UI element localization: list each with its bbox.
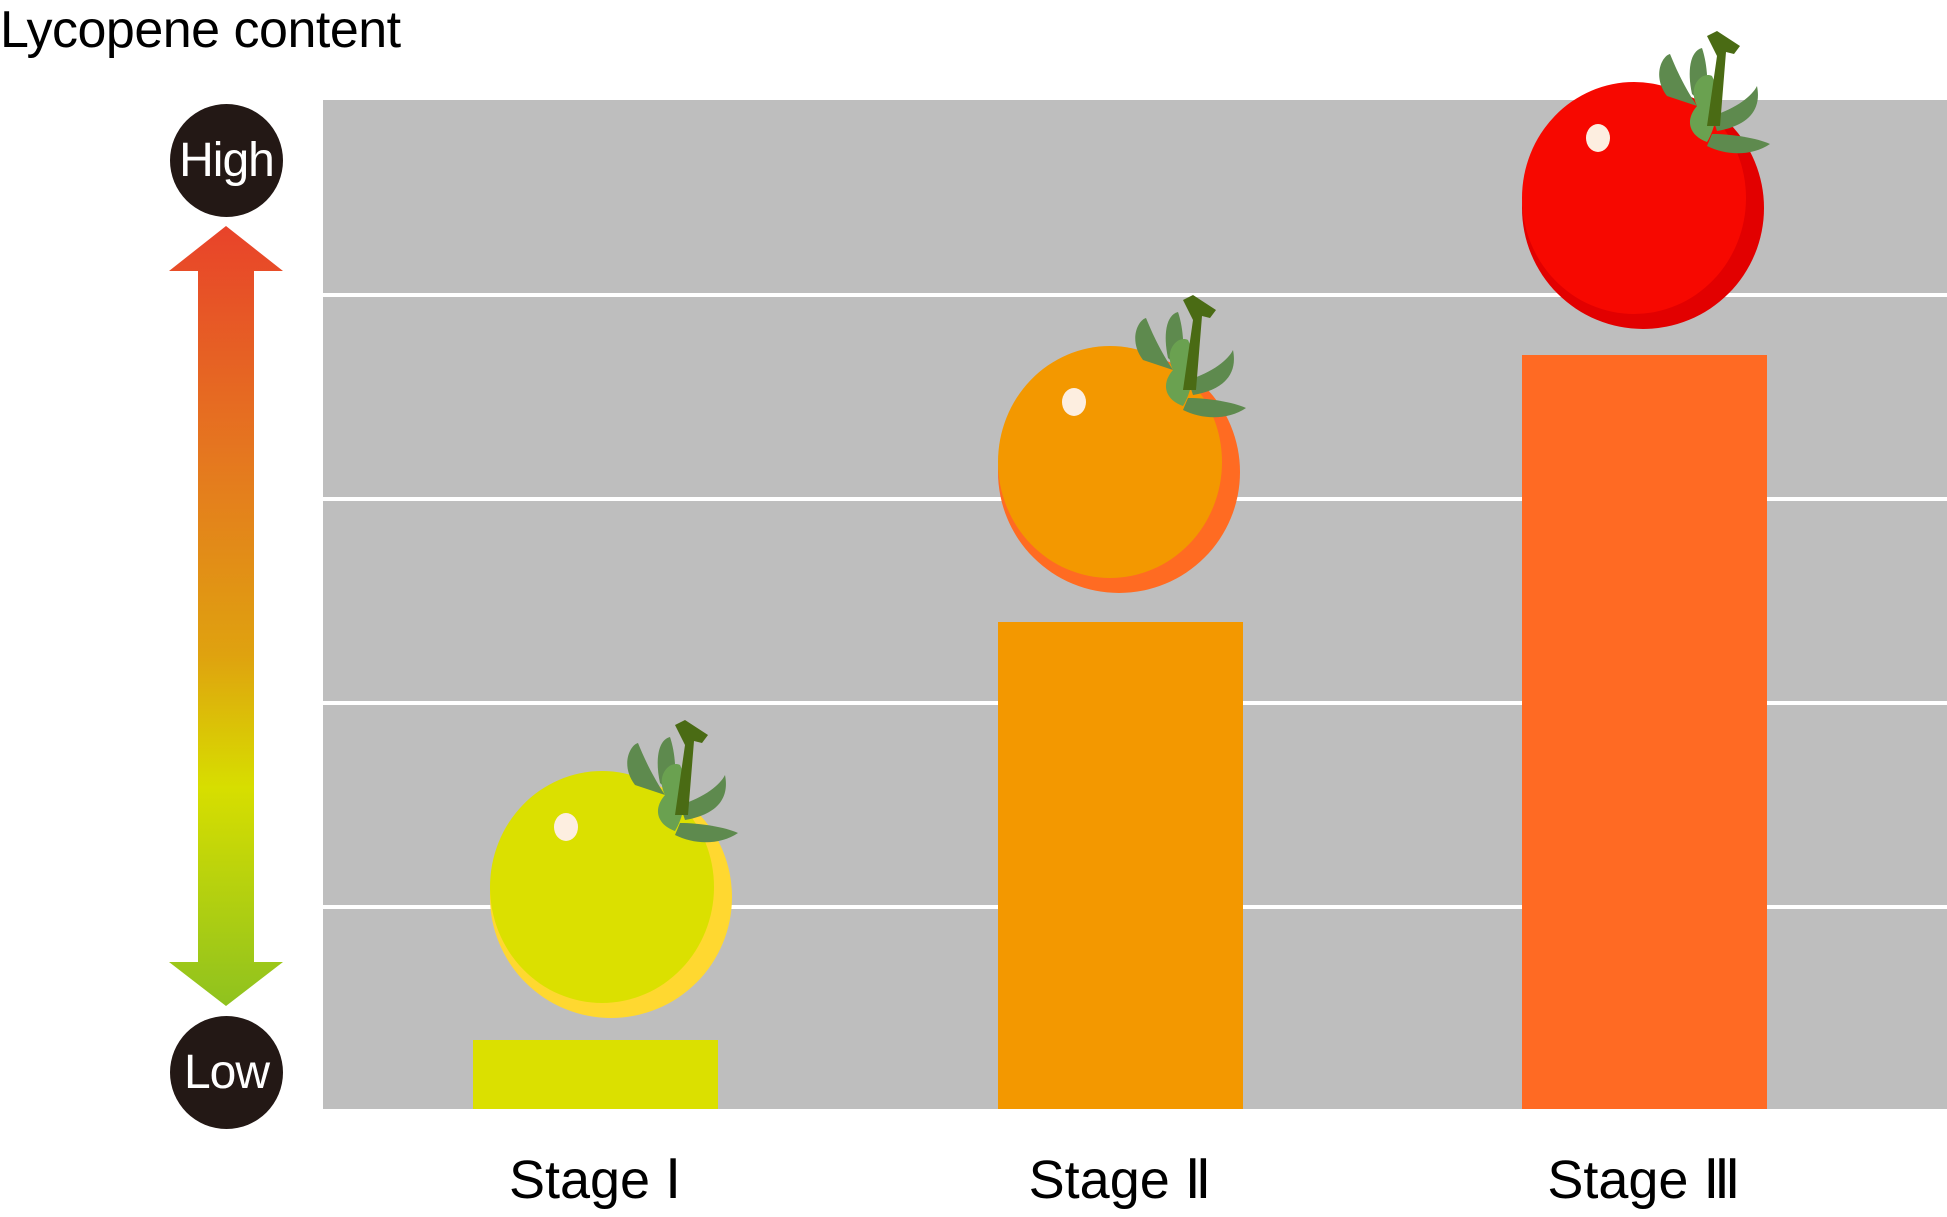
- tomato-stage-3-icon: [1522, 31, 1770, 329]
- low-badge: Low: [170, 1016, 283, 1129]
- high-badge: High: [170, 104, 283, 217]
- bar-stage-1: [473, 1040, 718, 1109]
- low-label: Low: [183, 1046, 270, 1099]
- bar-stage-3: [1522, 355, 1767, 1109]
- stage-3-label: Stage Ⅲ: [1547, 1150, 1741, 1210]
- stage-1-label: Stage Ⅰ: [508, 1150, 682, 1210]
- gridline: [323, 293, 1947, 297]
- stage-2-label: Stage Ⅱ: [1028, 1150, 1212, 1210]
- double-arrow-icon: [169, 226, 283, 1006]
- chart-title: Lycopene content: [0, 1, 401, 59]
- tomato-stage-2-icon: [998, 295, 1246, 593]
- bar-stage-2: [998, 622, 1243, 1109]
- tomato-stage-1-icon: [490, 720, 738, 1018]
- high-label: High: [179, 134, 275, 187]
